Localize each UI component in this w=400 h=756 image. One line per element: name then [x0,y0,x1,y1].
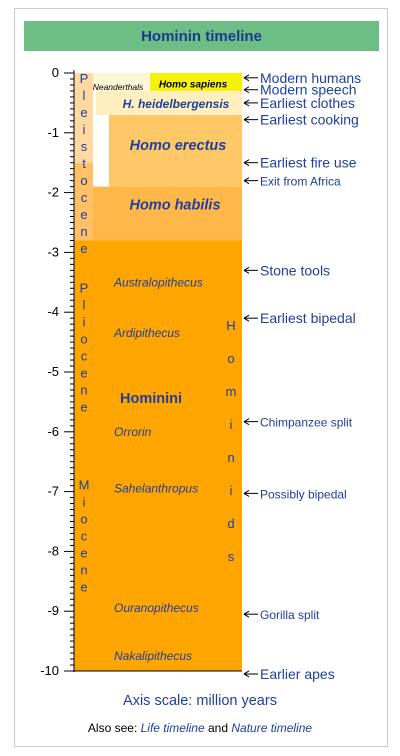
epoch-miocene-letter: o [80,512,87,527]
epoch-pleistocene-letter: s [81,139,88,154]
hominids-letter: s [228,549,235,564]
event-arrow-head [243,159,250,167]
hominids-letter: H [226,318,235,333]
band-homo-sapiens [150,73,242,91]
band-label-homo-erectus: Homo erectus [130,138,227,154]
event-arrow-head [243,266,250,274]
event-label-gorilla-split: Gorilla split [260,608,320,622]
hominids-letter: i [230,483,233,498]
event-arrow-head [243,670,250,678]
life-timeline-link[interactable]: Life timeline [140,721,205,735]
band-label-h-heidelbergensis: H. heidelbergensis [123,97,230,111]
band-h-heidelbergensis [96,90,242,115]
nature-timeline-link[interactable]: Nature timeline [231,721,313,735]
event-label-chimpanzee-split: Chimpanzee split [260,416,353,430]
hominids-letter: n [227,450,234,465]
band-homo-habilis [93,186,242,241]
event-label-possibly-bipedal: Possibly bipedal [260,487,347,501]
tick-label: 0 [52,65,59,80]
footer-see-also: Also see: Life timeline and Nature timel… [0,721,400,735]
pleistocene-column [74,73,93,163]
event-arrow-head [243,177,250,185]
hominids-letter: m [226,384,237,399]
axis-unit-label: Axis scale: million years [123,693,277,709]
epoch-pliocene-letter: n [80,382,87,397]
event-arrow-head [243,610,250,618]
pleistocene-column-lower [74,162,93,241]
band-label-neanderthals: Neanderthals [93,82,144,92]
event-label-exit-from-africa: Exit from Africa [260,175,341,189]
epoch-pleistocene-letter: P [80,71,89,86]
event-arrow-head [243,489,250,497]
epoch-pleistocene-letter: e [80,241,87,256]
epoch-miocene-letter: e [80,580,87,595]
miocene-column [74,479,93,671]
epoch-miocene-letter: M [79,478,90,493]
event-label-modern-speech: Modern speech [260,82,357,98]
see-also-conj: and [204,721,232,735]
epoch-miocene-letter: c [81,529,88,544]
hominids-letter: i [230,417,233,432]
epoch-pleistocene-letter: e [80,207,87,222]
event-label-earliest-bipedal: Earliest bipedal [260,310,356,326]
epoch-pleistocene-letter: c [81,190,88,205]
epoch-miocene-letter: e [80,546,87,561]
epoch-pliocene-letter: P [80,280,89,295]
epoch-pliocene-letter: e [80,399,87,414]
band-label-homo-sapiens: Homo sapiens [159,80,228,91]
tick-label: -6 [47,424,59,439]
epoch-pliocene-letter: o [80,331,87,346]
event-arrow-head [243,99,250,107]
event-arrow-head [243,74,250,82]
event-label-earliest-clothes: Earliest clothes [260,95,355,111]
event-label-modern-humans: Modern humans [260,70,361,86]
event-label-earlier-apes: Earlier apes [260,666,335,682]
hominids-letter: d [227,516,234,531]
tick-label: -8 [47,543,59,558]
event-label-stone-tools: Stone tools [260,262,330,278]
event-label-earliest-cooking: Earliest cooking [260,112,359,128]
epoch-pleistocene-letter: l [83,88,86,103]
hominids-letter: o [227,351,234,366]
event-label-earliest-fire-use: Earliest fire use [260,155,357,171]
chart-title: Hominin timeline [24,21,379,51]
genus-label-sahelanthropus: Sahelanthropus [114,482,198,496]
epoch-pleistocene-letter: e [80,105,87,120]
epoch-pleistocene-letter: n [80,224,87,239]
genus-label-ardipithecus: Ardipithecus [113,326,180,340]
event-arrow-head [243,418,250,426]
timeline-chart: Homo habilis Homo erectus H. heidelbergens… [40,65,361,682]
band-homo-erectus [109,114,242,187]
tick-label: -4 [47,304,59,319]
genus-label-orrorin: Orrorin [114,425,152,439]
tick-label: -1 [47,125,59,140]
band-neanderthals [86,73,150,91]
tick-label: -9 [47,603,59,618]
genus-label-nakalipithecus: Nakalipithecus [114,649,192,663]
event-arrow-head [243,116,250,124]
tick-label: -7 [47,484,59,499]
tick-label: -5 [47,364,59,379]
tick-label: -3 [47,244,59,259]
epoch-pleistocene-letter: i [83,122,86,137]
genus-label-hominini: Hominini [120,391,182,407]
epoch-pleistocene-letter: o [80,173,87,188]
epoch-pliocene-letter: l [83,297,86,312]
band-label-homo-habilis: Homo habilis [129,198,220,214]
epoch-pliocene-letter: e [80,365,87,380]
genus-label-ouranopithecus: Ouranopithecus [114,601,199,615]
tick-label: -10 [40,663,59,678]
tick-label: -2 [47,185,59,200]
epoch-miocene-letter: i [83,495,86,510]
epoch-miocene-letter: n [80,563,87,578]
genus-label-australopithecus: Australopithecus [113,275,203,289]
event-arrow-head [243,86,250,94]
see-also-prefix: Also see: [87,721,141,735]
epoch-pliocene-letter: c [81,348,88,363]
band-hominini [74,240,242,671]
epoch-pliocene-letter: i [83,314,86,329]
epoch-pleistocene-letter: t [82,156,86,171]
event-arrow-head [243,314,250,322]
